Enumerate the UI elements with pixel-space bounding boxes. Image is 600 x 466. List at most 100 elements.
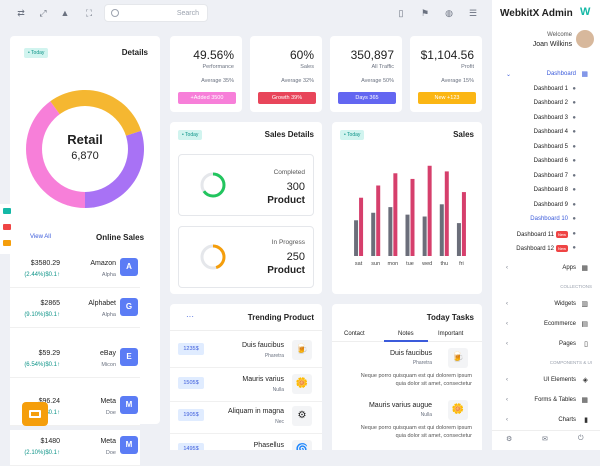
today-pill: • Today bbox=[178, 130, 203, 140]
floating-action-button[interactable] bbox=[22, 402, 48, 426]
sidebar-item-apps[interactable]: ‹ Apps ▦ bbox=[506, 265, 588, 272]
sidebar-item-dashboard[interactable]: Dashboard 1 ● bbox=[492, 83, 600, 97]
sidebar-item-label: Dashboard bbox=[546, 71, 576, 77]
task-sub: Nulla bbox=[420, 412, 432, 418]
sidebar-item-dashboard[interactable]: Dashboard 4 ● bbox=[492, 126, 600, 140]
flower-icon: 🌼 bbox=[292, 374, 312, 394]
stat-card: 60% Sales Average 32% Growth 39% bbox=[250, 36, 322, 112]
bar bbox=[444, 171, 449, 256]
eye-icon: ● bbox=[572, 85, 576, 92]
completed-ring bbox=[200, 172, 226, 198]
sidebar-item-charts[interactable]: ‹ Charts ▮ bbox=[506, 417, 588, 424]
chevron-left-icon: ‹ bbox=[506, 301, 508, 307]
search-input[interactable]: Search bbox=[104, 4, 208, 22]
sales-chart-card: • Today Sales sat sun mon tue wed thu fri bbox=[332, 122, 482, 294]
sidebar-item-dashboard[interactable]: Dashboard 10 ● bbox=[492, 213, 600, 227]
section-components: COMPONENTS & UI bbox=[549, 360, 592, 365]
fullscreen-icon[interactable]: ⛶ bbox=[85, 8, 93, 18]
sidebar-item-ui-elements[interactable]: ‹ UI Elements ◈ bbox=[506, 377, 588, 384]
chevron-left-icon: ‹ bbox=[506, 321, 508, 327]
flag-icon[interactable]: ⚑ bbox=[420, 8, 430, 18]
sidebar-item-label: Dashboard 10 bbox=[530, 216, 568, 222]
stat-average: Average 35% bbox=[201, 78, 234, 84]
sidebar-group-dashboard[interactable]: ⌄ Dashboard ▦ bbox=[492, 68, 600, 82]
company-name: Alphabet bbox=[88, 300, 116, 307]
online-sales-row[interactable]: $3580.29 (2.44%)$0.1↑ Amazon Alpha A bbox=[10, 252, 140, 288]
stat-button[interactable]: +Added 3500 bbox=[178, 92, 236, 104]
tab-contact[interactable]: Contact bbox=[344, 331, 365, 337]
settings-icon[interactable]: ⚙ bbox=[506, 436, 513, 443]
side-quick-tools bbox=[0, 204, 14, 254]
widgets-icon: ▥ bbox=[581, 301, 588, 308]
sidebar-item-dashboard[interactable]: Dashboard 11 New ● bbox=[492, 228, 600, 242]
sidebar-item-forms-tables[interactable]: ‹ Forms & Tables ▦ bbox=[506, 397, 588, 404]
teal-icon[interactable] bbox=[3, 208, 11, 214]
avatar[interactable] bbox=[576, 30, 594, 48]
new-badge: New bbox=[555, 245, 568, 252]
sidebar-item-label: Dashboard 12 bbox=[516, 246, 554, 253]
donut-label: Retail bbox=[67, 132, 103, 147]
shuffle-icon[interactable]: ⇄ bbox=[17, 8, 25, 18]
sidebar-item-dashboard[interactable]: Dashboard 9 ● bbox=[492, 199, 600, 213]
today-pill: • Today bbox=[24, 48, 49, 58]
search-placeholder: Search bbox=[176, 10, 199, 17]
trending-row[interactable]: 1495$ Phasellus 🌀 bbox=[170, 434, 322, 450]
more-menu-icon[interactable]: ··· bbox=[186, 312, 194, 321]
sidebar-item-pages[interactable]: ‹ Pages ▯ bbox=[506, 341, 588, 348]
price-tag: 1505$ bbox=[178, 377, 204, 389]
x-tick-label: tue bbox=[406, 261, 414, 267]
trending-row[interactable]: 1235$ Duis faucibus Pharetra 🍺 bbox=[170, 334, 322, 368]
menu-icon[interactable]: ☰ bbox=[468, 8, 478, 18]
trending-row[interactable]: 1905$ Aliquam in magna Nec ⚙ bbox=[170, 400, 322, 434]
online-sales-row[interactable]: $1480 (2.10%)$0.1↑ Meta Doe M bbox=[10, 430, 140, 466]
brand-name[interactable]: WebkitX Admin bbox=[500, 8, 573, 19]
stat-card: $1,104.56 Profit Average 15% New +123 bbox=[410, 36, 482, 112]
chevron-down-icon: ⌄ bbox=[506, 72, 512, 78]
bell-icon[interactable]: ▲ bbox=[60, 8, 70, 18]
user-name: Joan Wilkins bbox=[532, 41, 572, 48]
sidebar-item-dashboard[interactable]: Dashboard 2 ● bbox=[492, 97, 600, 111]
eye-icon: ● bbox=[572, 201, 576, 208]
company-avatar: M bbox=[120, 396, 138, 414]
product-sub: Nulla bbox=[272, 387, 284, 393]
bar bbox=[410, 178, 415, 256]
mail-icon[interactable]: ✉ bbox=[542, 436, 548, 443]
company-name: Amazon bbox=[90, 260, 116, 267]
sidebar-item-dashboard[interactable]: Dashboard 12 New ● bbox=[492, 242, 600, 256]
gear-icon: ⚙ bbox=[292, 406, 312, 426]
expand-icon[interactable]: ⤢ bbox=[39, 8, 47, 18]
donut-chart bbox=[26, 90, 144, 208]
sidebar-item-ecommerce[interactable]: ‹ Ecommerce ▤ bbox=[506, 321, 588, 328]
sidebar-item-widgets[interactable]: ‹ Widgets ▥ bbox=[506, 301, 588, 308]
tab-important[interactable]: Important bbox=[438, 331, 464, 337]
orange-icon[interactable] bbox=[3, 240, 11, 246]
top-bar: ⇄ ⤢ ▲ ⛶ Search ▯ ⚑ ◍ ☰ bbox=[0, 0, 492, 26]
donut-value: 6,870 bbox=[71, 150, 99, 162]
sidebar-item-dashboard[interactable]: Dashboard 5 ● bbox=[492, 141, 600, 155]
stat-button[interactable]: Days 365 bbox=[338, 92, 396, 104]
sidebar-item-dashboard[interactable]: Dashboard 8 ● bbox=[492, 184, 600, 198]
product-sub: Nec bbox=[275, 419, 284, 425]
sidebar-item-dashboard[interactable]: Dashboard 7 ● bbox=[492, 170, 600, 184]
clipboard-icon[interactable]: ▯ bbox=[398, 8, 404, 18]
x-tick-label: fri bbox=[459, 261, 464, 267]
stat-button[interactable]: Growth 39% bbox=[258, 92, 316, 104]
view-all-link[interactable]: View All bbox=[30, 234, 51, 240]
sidebar-item-dashboard[interactable]: Dashboard 3 ● bbox=[492, 112, 600, 126]
company-avatar: M bbox=[120, 436, 138, 454]
company-sub: Alpha bbox=[101, 272, 116, 278]
sidebar-item-label: Dashboard 6 bbox=[533, 158, 568, 164]
x-tick-label: wed bbox=[421, 261, 432, 267]
task-desc: Neque porro quisquam est qui dolorem ips… bbox=[360, 425, 472, 439]
trending-row[interactable]: 1505$ Mauris varius Nulla 🌼 bbox=[170, 368, 322, 402]
sidebar-item-dashboard[interactable]: Dashboard 6 ● bbox=[492, 155, 600, 169]
online-sales-row[interactable]: $59.29 (6.54%)$0.1↑ eBay Micon E bbox=[10, 342, 140, 378]
stat-button[interactable]: New +123 bbox=[418, 92, 476, 104]
online-sales-row[interactable]: $2865 (9.10%)$0.1↑ Alphabet Alpha G bbox=[10, 292, 140, 328]
globe-icon[interactable]: ◍ bbox=[445, 8, 453, 18]
chevron-left-icon: ‹ bbox=[506, 341, 508, 347]
tab-notes[interactable]: Notes bbox=[398, 331, 414, 337]
power-icon[interactable]: ⏻ bbox=[578, 435, 584, 442]
today-tasks-card: Today Tasks Contact Notes Important Duis… bbox=[332, 304, 482, 450]
red-icon[interactable] bbox=[3, 224, 11, 230]
